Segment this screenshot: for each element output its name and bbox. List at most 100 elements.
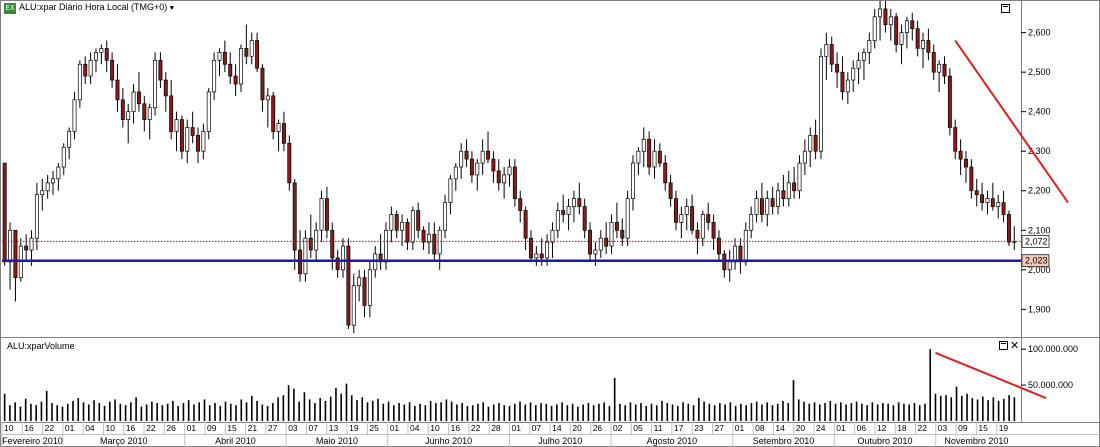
volume-bar	[235, 405, 237, 421]
volume-bar	[529, 402, 532, 421]
volume-bar	[382, 403, 385, 421]
month-label: Setembro 2010	[753, 436, 815, 446]
candle-body	[614, 222, 619, 231]
volume-bar	[56, 405, 59, 421]
volume-bar	[834, 403, 837, 421]
instrument-badge[interactable]: EX	[4, 3, 16, 14]
volume-bar	[193, 404, 195, 421]
volume-bar	[782, 400, 784, 421]
candle	[131, 84, 136, 124]
candle	[115, 64, 120, 112]
volume-bar	[35, 405, 37, 421]
candle-body	[802, 150, 807, 164]
candle-body	[819, 55, 823, 152]
candle	[588, 222, 593, 262]
candle	[802, 139, 807, 175]
volume-bar	[876, 404, 879, 421]
candle	[491, 151, 496, 183]
candle	[668, 174, 673, 207]
candle	[926, 28, 931, 61]
candle	[303, 230, 308, 282]
candle	[83, 56, 88, 85]
candle	[845, 72, 850, 104]
volume-panel-maximize-icon[interactable]	[999, 341, 1008, 350]
volume-bar	[824, 403, 826, 421]
candle	[346, 238, 351, 330]
month-label: Abril 2010	[215, 436, 256, 446]
chevron-down-icon[interactable]: ▼	[168, 5, 176, 12]
candle-body	[845, 79, 850, 93]
candle-body	[29, 237, 34, 251]
volume-bar	[98, 403, 101, 421]
volume-bar	[797, 399, 800, 421]
candle-body	[443, 202, 448, 231]
candle-body	[926, 40, 931, 53]
candle	[276, 119, 281, 152]
volume-bar	[671, 404, 674, 421]
day-label: 22	[471, 423, 481, 433]
chart-title[interactable]: ALU:xpar Diário Hora Local (TMG+0)▼	[19, 2, 175, 12]
candle-body	[45, 182, 50, 192]
candle	[185, 119, 190, 164]
candle-body	[163, 79, 168, 97]
candle-body	[437, 229, 442, 255]
candle-body	[883, 8, 888, 26]
candle-body	[147, 107, 152, 120]
candle-body	[77, 63, 82, 101]
volume-bar	[387, 401, 390, 421]
volume-bar	[145, 404, 148, 421]
candle-body	[996, 202, 1001, 207]
volume-bar	[124, 405, 127, 421]
candle-body	[330, 229, 335, 259]
volume-bar	[1008, 395, 1010, 421]
candle	[582, 198, 587, 239]
volume-panel-close-icon[interactable]: ✕	[1010, 339, 1020, 352]
candle-body	[88, 59, 93, 77]
candle	[700, 210, 705, 247]
candle	[657, 143, 662, 168]
candle	[829, 36, 834, 73]
candle	[872, 8, 877, 49]
candle	[652, 139, 657, 179]
candle-body	[341, 245, 345, 271]
candle	[899, 24, 904, 65]
volume-bar	[161, 405, 164, 421]
candle	[163, 72, 168, 112]
day-label: 01	[187, 423, 197, 433]
candle-body	[405, 222, 410, 243]
volume-bar	[634, 404, 637, 421]
month-label: Junho 2010	[425, 436, 472, 446]
candle-body	[625, 198, 630, 239]
volume-bar	[456, 404, 458, 421]
candle-body	[142, 103, 147, 120]
price-panel-maximize-icon[interactable]	[1001, 4, 1010, 13]
candle-body	[174, 119, 179, 132]
volume-bar	[130, 402, 132, 421]
volume-tick-label: 100.000.000	[1028, 344, 1078, 354]
candle	[228, 52, 233, 85]
volume-bar	[435, 403, 437, 421]
candle	[840, 56, 845, 100]
candle-body	[115, 79, 120, 101]
volume-bar	[661, 400, 663, 421]
candle	[636, 147, 641, 175]
candle-body	[351, 285, 356, 326]
day-label: 20	[796, 423, 806, 433]
candle-body	[577, 198, 582, 207]
candle	[996, 194, 1001, 219]
candle-body	[13, 229, 18, 279]
volume-trend-line	[935, 351, 1047, 399]
volume-bar	[976, 399, 979, 421]
candle-body	[416, 210, 421, 231]
volume-bar	[698, 398, 700, 421]
candle-body	[233, 75, 238, 85]
candle	[684, 198, 689, 231]
candle-body	[631, 162, 635, 199]
candle	[287, 135, 292, 191]
volume-bar	[924, 403, 926, 421]
candle-body	[335, 257, 340, 271]
candle	[341, 238, 345, 278]
candle-body	[502, 174, 507, 184]
candle-body	[641, 139, 646, 152]
candle-body	[475, 162, 480, 176]
